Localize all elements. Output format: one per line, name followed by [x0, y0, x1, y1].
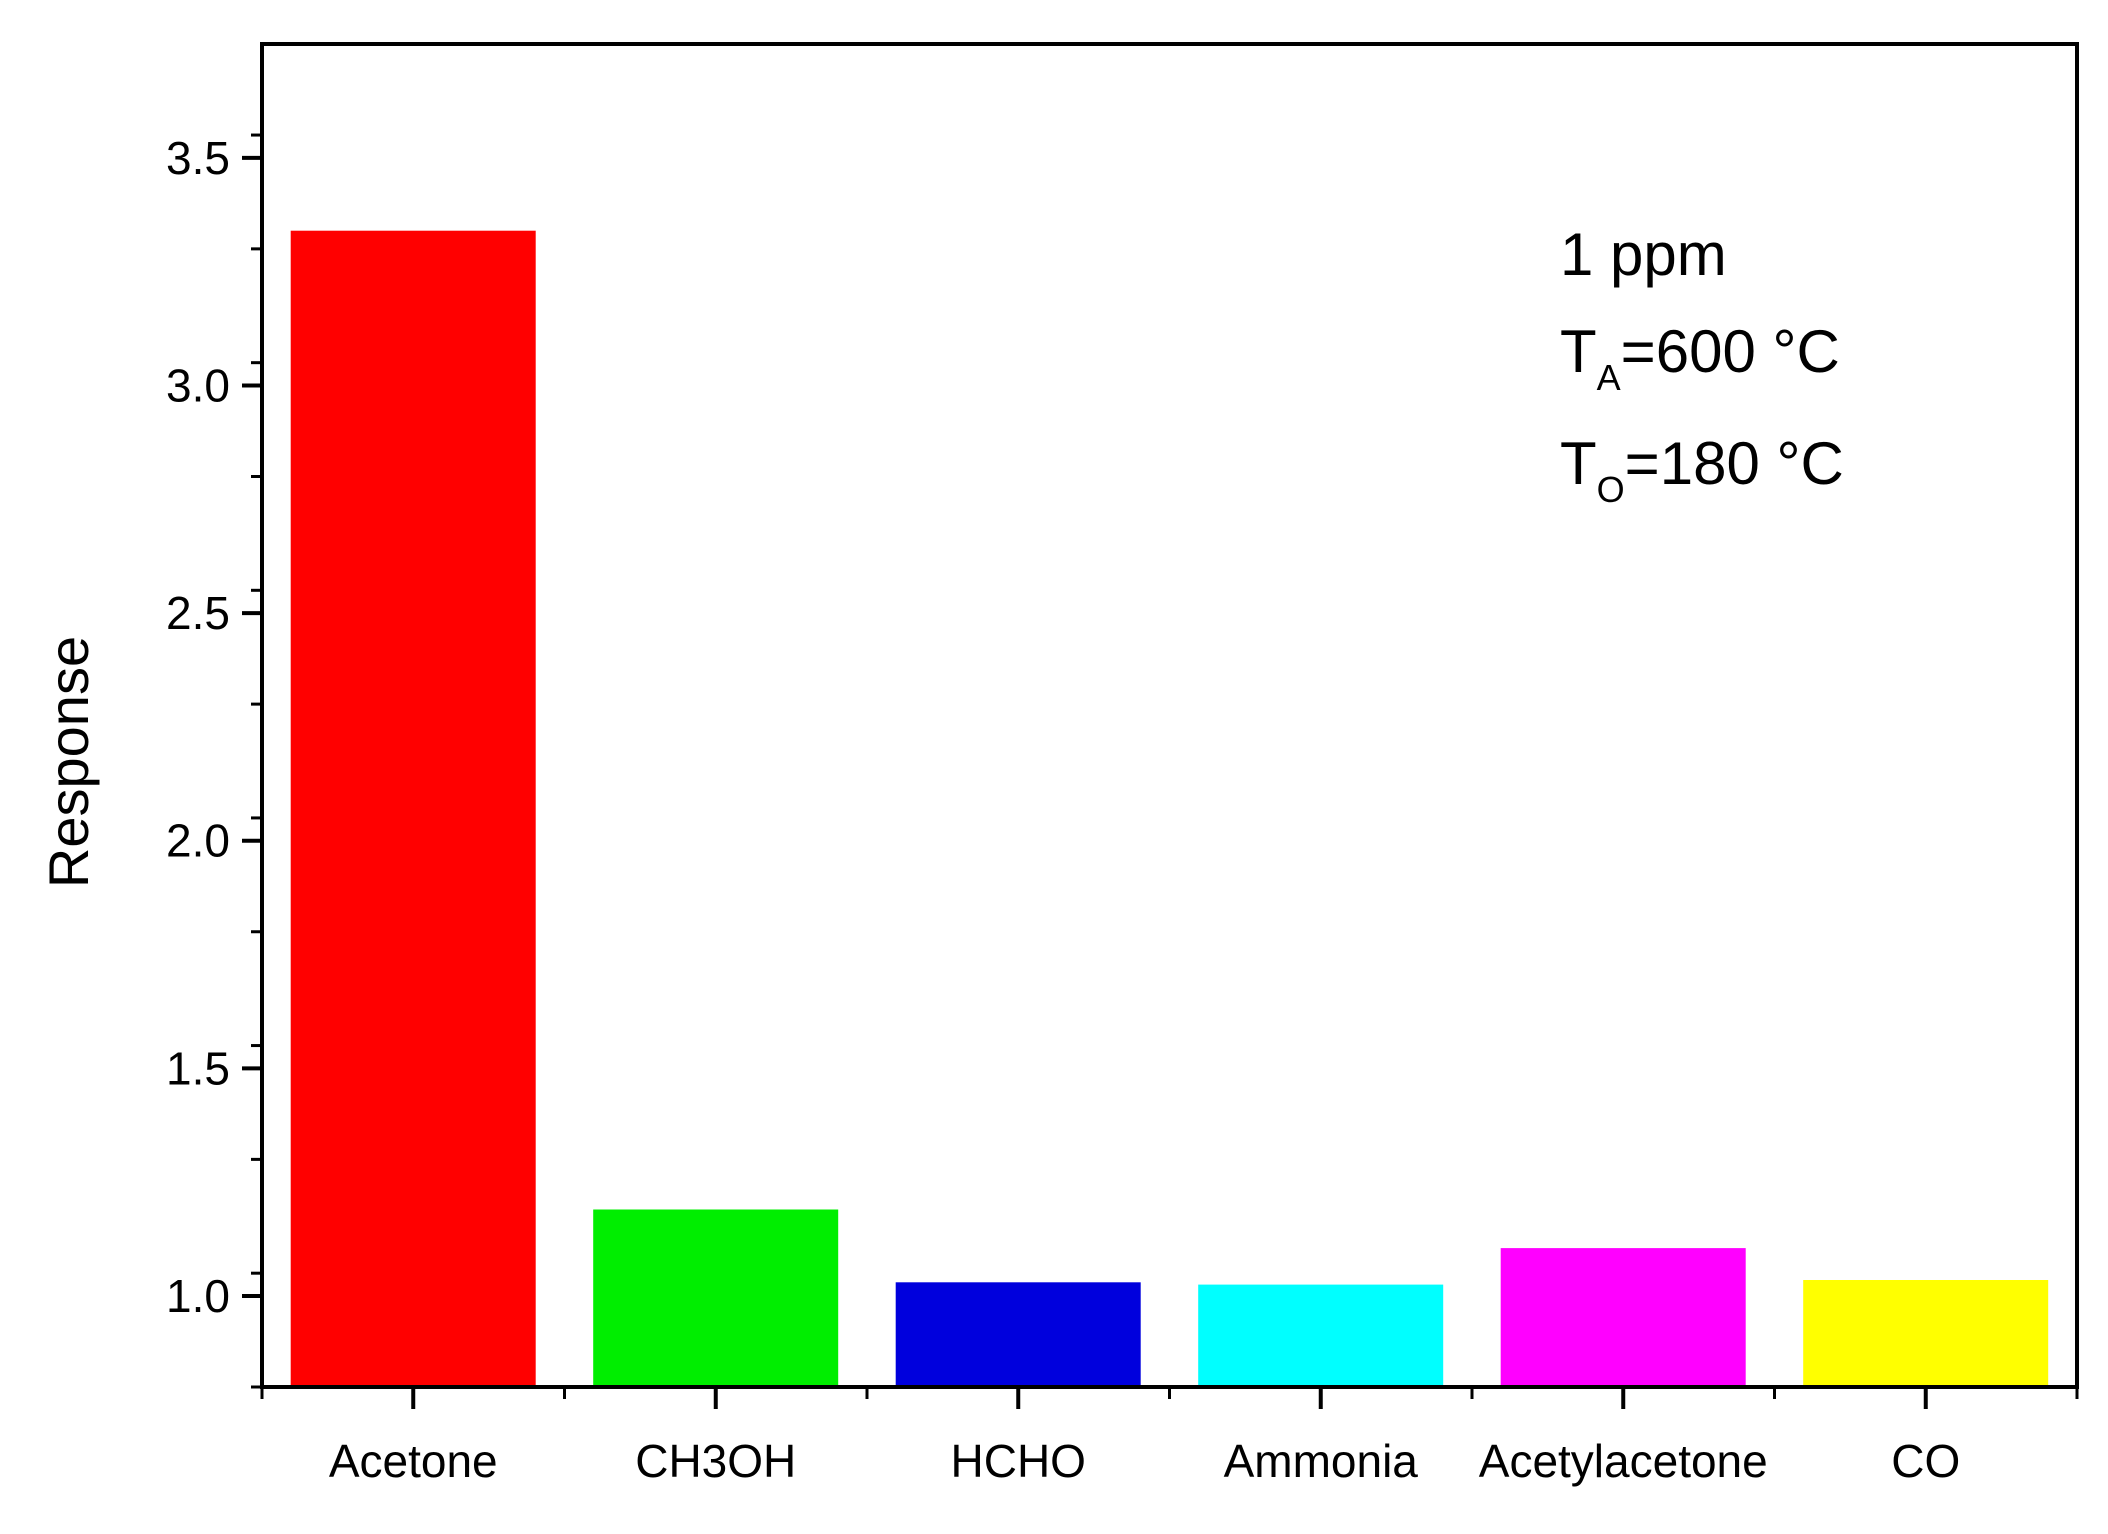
- y-tick-label: 3.0: [166, 359, 230, 411]
- annotation-to: TO=180 °C: [1560, 430, 1844, 510]
- annotation-concentration: 1 ppm: [1560, 221, 1727, 288]
- annotation-ta-main: T: [1560, 318, 1597, 385]
- x-tick-label: CO: [1891, 1435, 1960, 1487]
- annotation-to-sub: O: [1597, 469, 1625, 510]
- annotation-to-main: T: [1560, 430, 1597, 497]
- bar-ch3oh: [593, 1209, 839, 1387]
- bar-ammonia: [1198, 1284, 1444, 1387]
- x-tick-label: Acetone: [329, 1435, 498, 1487]
- y-tick-label: 1.0: [166, 1270, 230, 1322]
- y-axis-title: Response: [37, 636, 100, 888]
- bar-hcho: [895, 1282, 1141, 1387]
- x-tick-label: Ammonia: [1224, 1435, 1419, 1487]
- bar-co: [1803, 1280, 2049, 1387]
- x-tick-label: Acetylacetone: [1479, 1435, 1768, 1487]
- bar-acetylacetone: [1500, 1248, 1746, 1387]
- y-tick-label: 1.5: [166, 1042, 230, 1094]
- bars-group: [290, 230, 2049, 1388]
- annotation-ta: TA=600 °C: [1560, 318, 1840, 398]
- x-axis: Acetone CH3OH HCHO Ammonia Acetylacetone CO: [260, 1387, 2079, 1487]
- annotation-ta-sub: A: [1597, 357, 1621, 398]
- y-tick-label: 2.0: [166, 815, 230, 867]
- annotation-ta-value: =600 °C: [1621, 318, 1840, 385]
- x-tick-label: HCHO: [951, 1435, 1086, 1487]
- annotation-box: 1 ppm TA=600 °C TO=180 °C: [1560, 221, 1844, 510]
- y-axis: 1.0 1.5 2.0 2.5 3.0 3.5: [166, 132, 262, 1389]
- y-tick-label: 2.5: [166, 587, 230, 639]
- annotation-to-value: =180 °C: [1625, 430, 1844, 497]
- y-tick-label: 3.5: [166, 132, 230, 184]
- bar-acetone: [290, 230, 536, 1388]
- x-tick-label: CH3OH: [635, 1435, 796, 1487]
